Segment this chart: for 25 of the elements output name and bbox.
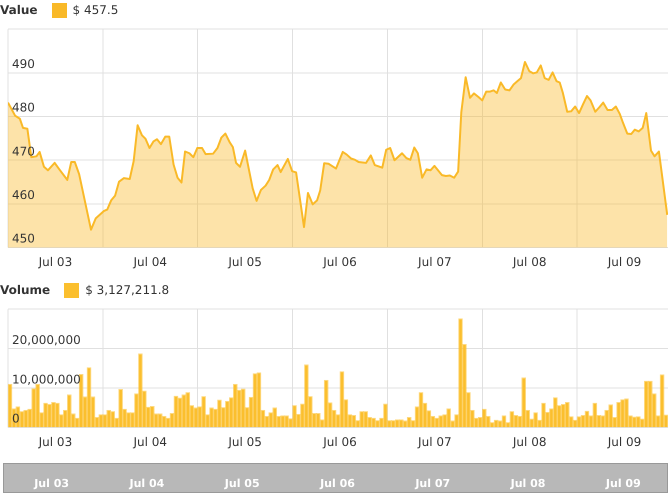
x-tick-label: Jul 05 [227,434,262,449]
x-tick-label: Jul 08 [512,434,546,449]
legend-label: $ 457.5 [72,3,118,17]
x-tick-label: Jul 04 [132,434,168,449]
navigator-strip: Jul 03 Jul 04 Jul 05 Jul 06 Jul 07 Jul 08 Jul 09 [3,463,668,493]
x-tick-label: Jul 06 [322,434,357,449]
y-tick-label: 0 [12,412,20,426]
x-tick-label: Jul 07 [417,254,452,269]
y-tick-label: 480 [12,100,35,115]
x-tick-label: Jul 05 [227,254,262,269]
x-tick-label: Jul 03 [38,434,72,449]
y-tick-label: 20,000,000 [12,332,81,347]
x-tick-label: Jul 06 [322,254,357,269]
chart-title: Volume [0,283,50,297]
chart-title: Value [0,3,38,17]
x-tick-label: Jul 09 [606,434,642,449]
y-tick-label: 490 [12,57,35,72]
y-tick-label: 450 [12,232,35,246]
x-tick-label: Jul 08 [512,254,546,269]
x-tick-label: Jul 03 [38,254,72,269]
legend-label: $ 3,127,211.8 [85,283,170,297]
x-tick-label: Jul 04 [132,254,168,269]
y-tick-label: 460 [12,188,35,202]
x-tick-label: Jul 09 [606,254,642,269]
x-tick-label: Jul 07 [417,434,452,449]
